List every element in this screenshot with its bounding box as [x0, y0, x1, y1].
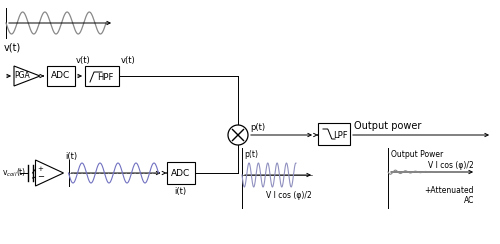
Text: Output power: Output power: [354, 121, 422, 131]
Text: ADC: ADC: [171, 169, 190, 177]
Circle shape: [228, 125, 248, 145]
Bar: [85, 66, 119, 86]
Text: ADC: ADC: [52, 71, 70, 81]
Text: i(t): i(t): [66, 152, 78, 161]
Text: v(t): v(t): [121, 56, 136, 65]
Bar: [318, 123, 350, 145]
Text: v(t): v(t): [4, 42, 21, 52]
Text: −: −: [37, 173, 44, 182]
Text: p(t): p(t): [244, 150, 258, 159]
Text: Output Power: Output Power: [391, 150, 444, 159]
Text: V I cos (φ)/2: V I cos (φ)/2: [428, 161, 474, 170]
Bar: [47, 66, 75, 86]
Text: p(t): p(t): [250, 123, 265, 132]
Bar: [166, 162, 194, 184]
Text: v(t): v(t): [76, 56, 91, 65]
Polygon shape: [14, 66, 40, 86]
Text: HPF: HPF: [97, 72, 113, 81]
Text: +Attenuated
AC: +Attenuated AC: [424, 186, 474, 205]
Text: LPF: LPF: [332, 131, 347, 140]
Text: i(t): i(t): [174, 187, 186, 196]
Text: v$_{coil}$(t): v$_{coil}$(t): [2, 167, 26, 179]
Polygon shape: [36, 160, 64, 186]
Text: PGA: PGA: [14, 71, 30, 81]
Text: +: +: [38, 166, 44, 172]
Text: V I cos (φ)/2: V I cos (φ)/2: [266, 191, 312, 200]
